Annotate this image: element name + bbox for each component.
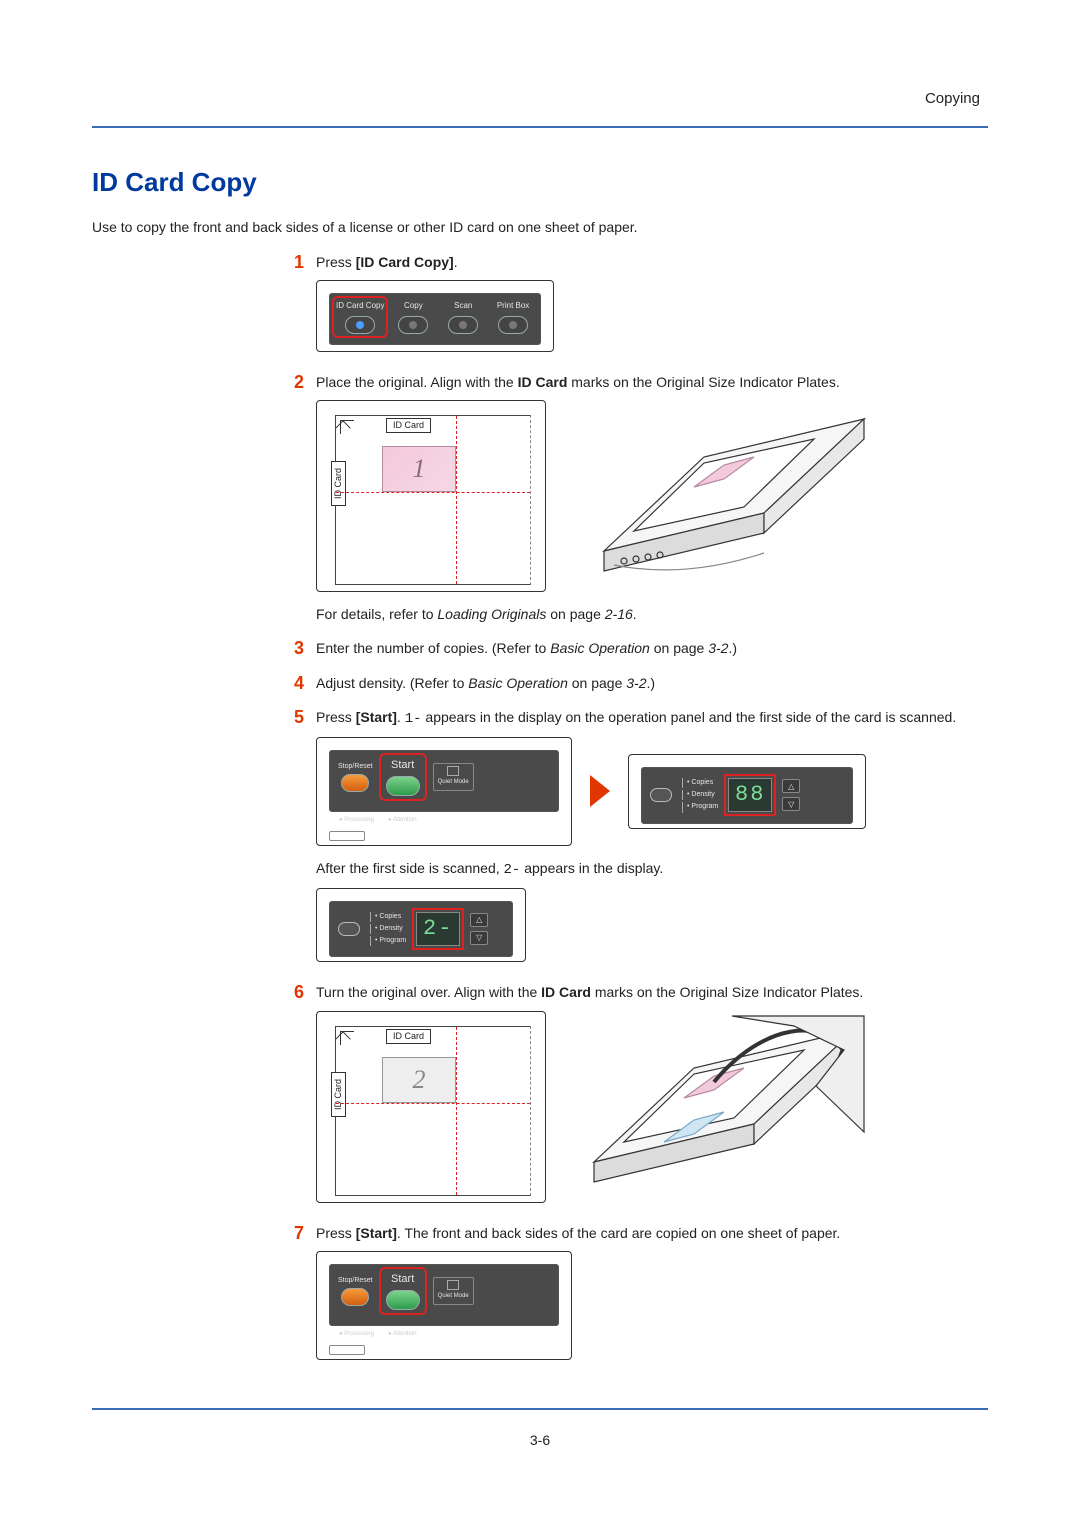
panel-btn-copy: Copy <box>392 300 434 334</box>
step-4-text: Adjust density. (Refer to Basic Operatio… <box>316 673 988 693</box>
display-panel-1: Copies Density Program 88 △▽ <box>628 754 866 828</box>
scanner-illustration-1 <box>564 401 874 591</box>
id-card-tag-left: ID Card <box>331 461 346 506</box>
fig-control-panel: ID Card Copy Copy Scan Print Box <box>316 280 988 352</box>
id-card-tag-top: ID Card <box>386 1029 431 1044</box>
panel-btn-scan: Scan <box>442 300 484 334</box>
start-button-highlight: Start <box>383 757 423 797</box>
step-number: 2 <box>286 372 304 394</box>
fig-start-panel-2: Stop/Reset Start Quiet Mode ● Processing… <box>316 1251 988 1360</box>
step-6-text: Turn the original over. Align with the I… <box>316 982 988 1002</box>
panel-btn-printbox: Print Box <box>492 300 534 334</box>
display-segment: 88 <box>728 778 772 812</box>
step-2: 2 Place the original. Align with the ID … <box>286 372 988 631</box>
panel-btn-idcardcopy: ID Card Copy <box>336 300 384 334</box>
page-number: 3-6 <box>92 1430 988 1450</box>
rule-bottom <box>92 1408 988 1410</box>
step-2-detail: For details, refer to Loading Originals … <box>316 604 988 624</box>
step-number: 5 <box>286 707 304 729</box>
step-number: 6 <box>286 982 304 1004</box>
step-5: 5 Press [Start]. 1- appears in the displ… <box>286 707 988 975</box>
fig-start-and-display: Stop/Reset Start Quiet Mode ● Processing… <box>316 737 988 846</box>
step-2-text: Place the original. Align with the ID Ca… <box>316 372 988 392</box>
display-segment-2: 2- <box>416 912 460 946</box>
fig-display-2: Copies Density Program 2- △▽ <box>316 888 988 962</box>
step-number: 1 <box>286 252 304 274</box>
id-card-tag-top: ID Card <box>386 418 431 433</box>
start-panel-1: Stop/Reset Start Quiet Mode ● Processing… <box>316 737 572 846</box>
step-3: 3 Enter the number of copies. (Refer to … <box>286 638 988 664</box>
step-1-text: Press [ID Card Copy]. <box>316 252 988 272</box>
start-button-highlight: Start <box>383 1271 423 1311</box>
step-1: 1 Press [ID Card Copy]. ID Card Copy Cop… <box>286 252 988 364</box>
step-number: 3 <box>286 638 304 660</box>
section-title: ID Card Copy <box>92 164 988 202</box>
arrow-right-icon <box>590 775 610 807</box>
step-5-text: Press [Start]. 1- appears in the display… <box>316 707 988 729</box>
step-6: 6 Turn the original over. Align with the… <box>286 982 988 1214</box>
card-glyph-1: 1 <box>413 450 426 488</box>
step-5-after: After the first side is scanned, 2- appe… <box>316 858 988 880</box>
intro-text: Use to copy the front and back sides of … <box>92 217 988 237</box>
step-4: 4 Adjust density. (Refer to Basic Operat… <box>286 673 988 699</box>
step-number: 4 <box>286 673 304 695</box>
fig-placement-1: ID Card ID Card 1 <box>316 400 988 592</box>
fig-placement-2: ID Card ID Card 2 <box>316 1011 988 1203</box>
card-glyph-2: 2 <box>413 1061 426 1099</box>
scanner-illustration-2 <box>564 1012 874 1202</box>
breadcrumb: Copying <box>92 88 988 110</box>
step-3-text: Enter the number of copies. (Refer to Ba… <box>316 638 988 658</box>
step-number: 7 <box>286 1223 304 1245</box>
rule-top <box>92 126 988 128</box>
step-7-text: Press [Start]. The front and back sides … <box>316 1223 988 1243</box>
id-card-tag-left: ID Card <box>331 1072 346 1117</box>
step-7: 7 Press [Start]. The front and back side… <box>286 1223 988 1372</box>
